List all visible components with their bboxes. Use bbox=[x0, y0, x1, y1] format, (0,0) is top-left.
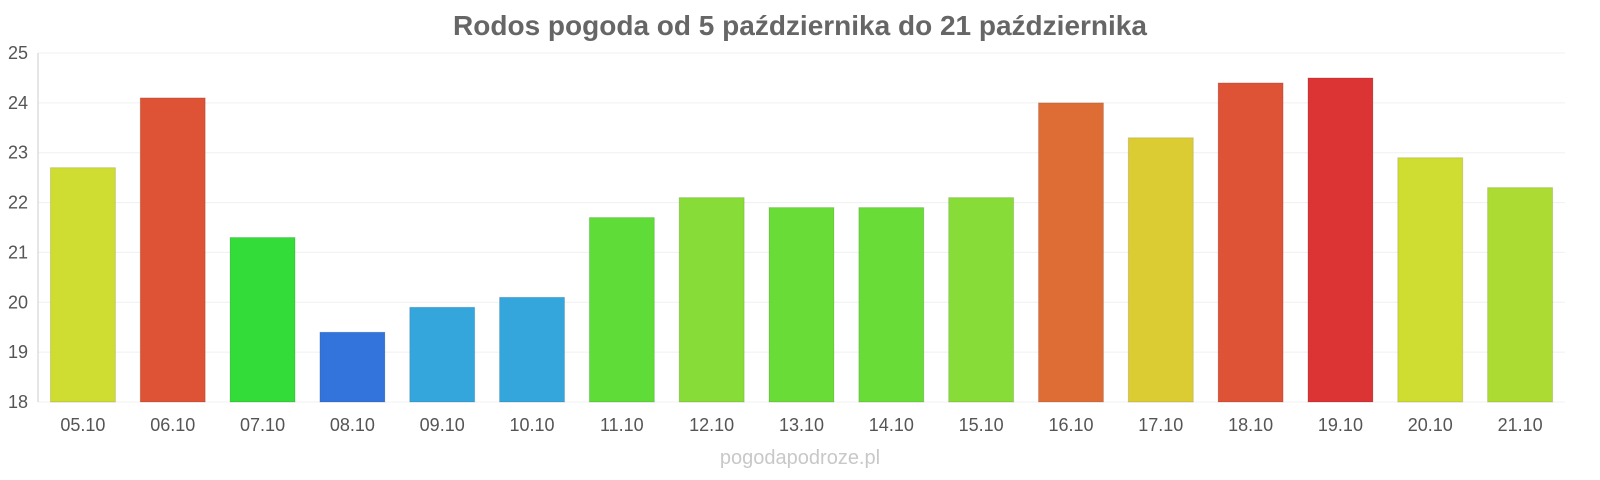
bar-11.10[interactable] bbox=[588, 217, 655, 403]
y-tick-label: 18 bbox=[8, 392, 28, 412]
y-tick-label: 24 bbox=[8, 93, 28, 113]
bar-09.10[interactable] bbox=[409, 306, 476, 403]
chart-title: Rodos pogoda od 5 października do 21 paź… bbox=[453, 10, 1147, 41]
bars bbox=[49, 77, 1554, 403]
x-tick-label: 13.10 bbox=[779, 415, 824, 435]
bar-15.10[interactable] bbox=[948, 197, 1015, 403]
bar-06.10[interactable] bbox=[139, 97, 206, 403]
x-tick-label: 10.10 bbox=[510, 415, 555, 435]
y-tick-label: 21 bbox=[8, 242, 28, 262]
x-tick-label: 09.10 bbox=[420, 415, 465, 435]
watermark: pogodapodroze.pl bbox=[719, 447, 881, 469]
bar-12.10[interactable] bbox=[678, 197, 745, 403]
x-tick-label: 18.10 bbox=[1228, 415, 1273, 435]
x-tick-label: 06.10 bbox=[150, 415, 195, 435]
x-axis-labels: 05.10 06.10 07.10 08.10 09.10 10.10 11.10 12.10… bbox=[60, 415, 1542, 435]
y-tick-label: 25 bbox=[8, 43, 28, 63]
bar-18.10[interactable] bbox=[1217, 82, 1284, 403]
y-tick-label: 23 bbox=[8, 143, 28, 163]
bar-20.10[interactable] bbox=[1397, 157, 1464, 403]
x-tick-label: 20.10 bbox=[1408, 415, 1453, 435]
x-tick-label: 08.10 bbox=[330, 415, 375, 435]
x-tick-label: 07.10 bbox=[240, 415, 285, 435]
x-tick-label: 15.10 bbox=[959, 415, 1004, 435]
bar-10.10[interactable] bbox=[499, 296, 566, 403]
x-tick-label: 19.10 bbox=[1318, 415, 1363, 435]
bar-16.10[interactable] bbox=[1037, 102, 1104, 403]
bar-07.10[interactable] bbox=[229, 236, 296, 403]
y-tick-label: 19 bbox=[8, 342, 28, 362]
x-tick-label: 21.10 bbox=[1498, 415, 1543, 435]
y-axis: 18 19 20 21 22 23 24 25 bbox=[8, 43, 39, 412]
x-tick-label: 11.10 bbox=[600, 415, 644, 435]
y-tick-label: 22 bbox=[8, 193, 28, 213]
x-tick-label: 17.10 bbox=[1138, 415, 1183, 435]
bar-17.10[interactable] bbox=[1127, 137, 1194, 403]
y-tick-label: 20 bbox=[8, 292, 28, 312]
x-tick-label: 05.10 bbox=[60, 415, 105, 435]
x-tick-label: 14.10 bbox=[869, 415, 914, 435]
bar-08.10[interactable] bbox=[319, 331, 386, 403]
bar-13.10[interactable] bbox=[768, 207, 835, 403]
x-tick-label: 12.10 bbox=[689, 415, 734, 435]
bar-21.10[interactable] bbox=[1487, 187, 1554, 403]
bar-19.10[interactable] bbox=[1307, 77, 1374, 403]
x-tick-label: 16.10 bbox=[1048, 415, 1093, 435]
bar-14.10[interactable] bbox=[858, 207, 925, 403]
bar-05.10[interactable] bbox=[49, 167, 116, 403]
